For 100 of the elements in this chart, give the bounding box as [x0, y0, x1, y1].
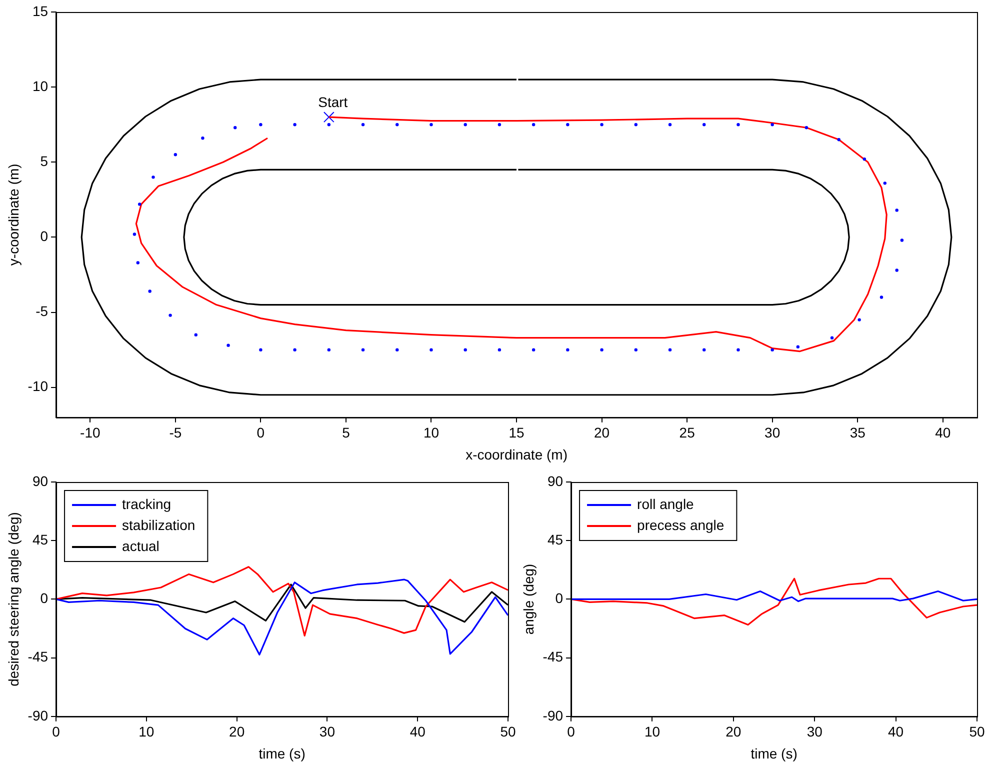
point	[702, 348, 706, 352]
point	[132, 232, 136, 236]
point	[152, 176, 155, 179]
point	[138, 202, 142, 206]
point	[770, 123, 774, 126]
y-axis-title: y-coordinate (m)	[5, 164, 22, 266]
point	[464, 123, 467, 126]
point	[796, 345, 800, 348]
point	[668, 348, 672, 352]
y-tick-label: 45	[547, 531, 564, 548]
point	[293, 348, 296, 352]
y-tick-label: 15	[32, 2, 48, 19]
point	[226, 344, 230, 347]
y-axis-title: desired steering angle (deg)	[5, 512, 22, 686]
point	[895, 268, 898, 272]
x-tick-label: 15	[508, 424, 525, 441]
point	[327, 123, 331, 126]
point	[804, 126, 808, 130]
point	[895, 208, 898, 212]
x-tick-label: 20	[726, 724, 742, 740]
point	[396, 348, 399, 352]
y-tick-label: 0	[40, 228, 48, 244]
point	[830, 336, 834, 340]
x-tick-label: -10	[80, 424, 100, 441]
x-axis-title: time (s)	[750, 745, 798, 762]
y-tick-label: -45	[28, 648, 48, 665]
point	[858, 318, 861, 322]
point	[136, 261, 140, 264]
point	[259, 123, 262, 126]
point	[194, 333, 198, 336]
point	[600, 348, 604, 352]
x-axis-title: x-coordinate (m)	[466, 446, 568, 462]
x-tick-label: 50	[969, 724, 985, 740]
point	[883, 182, 887, 185]
x-tick-label: 30	[764, 424, 780, 441]
point	[634, 123, 638, 126]
y-tick-label: -5	[36, 303, 48, 320]
point	[430, 348, 433, 352]
point	[201, 136, 204, 140]
x-tick-label: 25	[679, 424, 696, 441]
y-tick-label: 45	[32, 531, 48, 548]
x-tick-label: 10	[644, 724, 660, 740]
point	[600, 123, 604, 126]
y-tick-label: 90	[547, 472, 564, 489]
point	[566, 123, 570, 126]
legend-label: precess angle	[637, 516, 724, 533]
point	[396, 123, 399, 126]
point	[464, 348, 467, 352]
legend-label: tracking	[122, 496, 172, 512]
x-tick-label: 50	[500, 724, 516, 740]
point	[259, 348, 262, 352]
y-tick-label: 90	[32, 472, 48, 489]
point	[168, 314, 172, 317]
x-tick-label: 0	[567, 724, 576, 740]
point	[566, 348, 570, 352]
point	[634, 348, 638, 352]
annotation: Start	[318, 94, 348, 110]
point	[736, 123, 740, 126]
x-tick-label: 40	[410, 724, 426, 740]
point	[668, 123, 672, 126]
point	[770, 348, 774, 352]
x-tick-label: 40	[935, 424, 951, 441]
x-tick-label: 35	[850, 424, 866, 441]
point	[361, 123, 365, 126]
legend-label: stabilization	[122, 516, 196, 533]
point	[148, 290, 152, 293]
point	[880, 296, 884, 299]
legend-label: roll angle	[637, 496, 694, 512]
y-tick-label: 5	[40, 153, 48, 170]
x-tick-label: 5	[342, 424, 350, 441]
x-tick-label: 0	[256, 424, 265, 441]
x-axis-title: time (s)	[258, 745, 306, 762]
point	[327, 348, 331, 352]
x-tick-label: 30	[806, 724, 823, 740]
x-tick-label: 0	[52, 724, 60, 740]
x-tick-label: 40	[888, 724, 904, 740]
y-tick-label: -45	[542, 648, 564, 665]
y-tick-label: -90	[542, 707, 564, 724]
point	[702, 123, 706, 126]
point	[532, 123, 536, 126]
x-tick-label: 10	[138, 724, 154, 740]
y-tick-label: -10	[28, 378, 48, 394]
x-tick-label: 30	[319, 724, 336, 740]
point	[862, 158, 866, 161]
point	[837, 138, 840, 142]
point	[430, 123, 433, 126]
y-tick-label: 0	[555, 590, 564, 606]
x-tick-label: -5	[169, 424, 182, 441]
point	[174, 153, 178, 156]
x-tick-label: 20	[229, 724, 245, 740]
legend-label: actual	[122, 538, 160, 554]
point	[498, 123, 502, 126]
point	[900, 238, 904, 242]
point	[361, 348, 365, 352]
x-tick-label: 20	[594, 424, 610, 441]
point	[498, 348, 502, 352]
point	[234, 126, 237, 130]
point	[293, 123, 296, 126]
y-tick-label: 0	[40, 590, 48, 606]
y-tick-label: 10	[32, 78, 48, 94]
